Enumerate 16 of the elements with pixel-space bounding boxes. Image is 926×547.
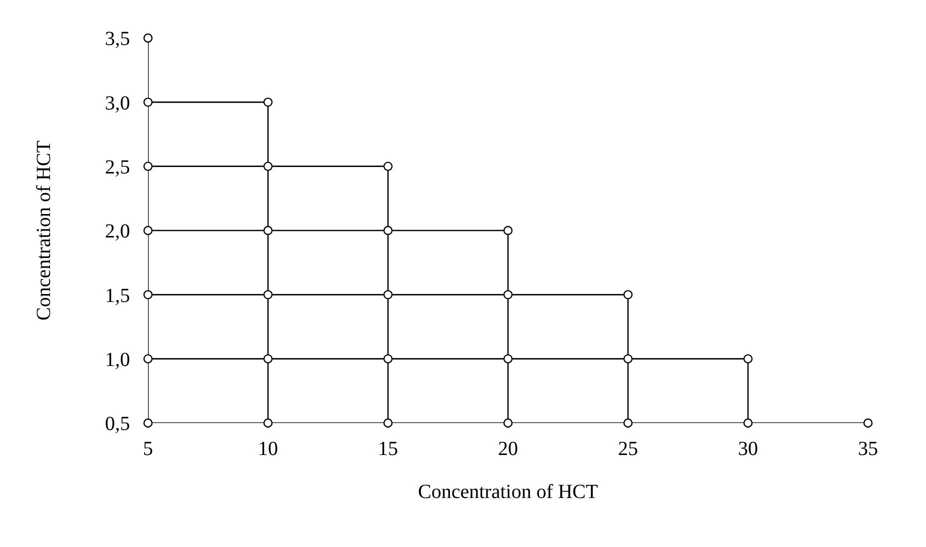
y-tick-label: 3,5	[105, 28, 130, 50]
y-axis-title: Concentration of HCT	[33, 140, 56, 320]
x-axis-title: Concentration of HCT	[418, 481, 598, 503]
x-tick-label: 30	[738, 438, 758, 460]
x-tick-label: 10	[258, 438, 278, 460]
x-tick-label: 25	[618, 438, 638, 460]
x-tick-label: 5	[143, 438, 153, 460]
y-tick-label: 2,0	[105, 220, 130, 243]
y-tick-label: 1,5	[105, 284, 130, 307]
x-tick-label: 20	[498, 438, 518, 460]
y-tick-label: 2,5	[105, 156, 130, 178]
y-tick-label: 1,0	[105, 348, 130, 371]
x-tick-label: 35	[858, 438, 878, 460]
x-tick-label: 15	[378, 438, 398, 460]
y-tick-label: 0,5	[105, 413, 130, 436]
y-tick-label: 3,0	[105, 92, 130, 114]
